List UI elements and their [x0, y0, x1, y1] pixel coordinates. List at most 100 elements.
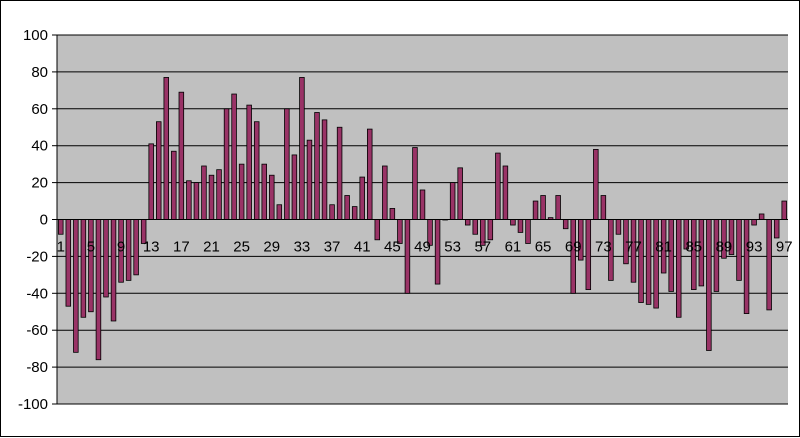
bar — [223, 108, 230, 220]
x-tick-label: 65 — [535, 239, 552, 256]
x-tick-label: 21 — [203, 239, 220, 256]
bar — [555, 195, 561, 220]
bar — [675, 219, 682, 318]
bar — [653, 219, 659, 309]
x-tick-label: 33 — [294, 239, 311, 256]
bar — [253, 121, 260, 220]
y-tick-label: 60 — [31, 101, 48, 118]
bar — [585, 219, 592, 291]
bar — [88, 219, 94, 313]
bar — [269, 174, 275, 220]
x-tick-label: 45 — [384, 239, 401, 256]
x-tick-label: 93 — [746, 239, 763, 256]
bar — [600, 195, 607, 220]
x-tick-label: 41 — [354, 239, 371, 256]
bar — [758, 213, 765, 220]
bar — [261, 163, 267, 220]
bar — [517, 219, 524, 233]
bar — [593, 148, 599, 220]
bar — [495, 152, 501, 220]
bar — [525, 219, 531, 244]
bar — [125, 219, 132, 281]
bar — [374, 219, 381, 241]
y-tick-label: -20 — [26, 248, 48, 265]
x-tick-label: 37 — [324, 239, 341, 256]
x-tick-label: 5 — [87, 239, 95, 256]
bar — [95, 219, 102, 361]
x-tick-label: 17 — [173, 239, 190, 256]
y-tick-label: -40 — [26, 285, 48, 302]
y-tick-label: -60 — [26, 322, 48, 339]
x-tick-label: 81 — [655, 239, 672, 256]
x-tick-label: 61 — [505, 239, 522, 256]
bar — [464, 219, 471, 226]
bar — [163, 77, 170, 220]
x-tick-label: 1 — [57, 239, 65, 256]
bar — [532, 200, 539, 220]
y-tick-label: 80 — [31, 64, 48, 81]
bar — [73, 219, 79, 353]
bar — [110, 219, 117, 322]
bar — [284, 108, 290, 220]
x-tick-label: 25 — [233, 239, 250, 256]
x-tick-label: 9 — [117, 239, 125, 256]
bar — [344, 195, 350, 220]
x-tick-label: 97 — [776, 239, 793, 256]
bar — [751, 219, 757, 226]
bar — [306, 139, 313, 220]
y-tick-label: -100 — [18, 396, 48, 413]
bar — [238, 163, 245, 220]
x-tick-label: 89 — [716, 239, 733, 256]
bar — [367, 128, 373, 220]
bar — [638, 219, 644, 303]
bar — [645, 219, 652, 305]
bar — [419, 189, 426, 220]
bar — [359, 176, 365, 220]
bar — [186, 180, 192, 220]
x-tick-label: 49 — [414, 239, 431, 256]
bar — [329, 204, 335, 220]
x-tick-label: 57 — [474, 239, 491, 256]
y-tick-label: 100 — [23, 27, 48, 44]
bar — [276, 204, 283, 220]
bar — [193, 182, 200, 220]
bar — [178, 91, 185, 220]
y-tick-label: 0 — [40, 212, 48, 229]
bar — [736, 219, 742, 281]
bar — [216, 169, 222, 220]
bar — [208, 174, 215, 220]
bar — [291, 154, 298, 220]
bar — [133, 219, 139, 276]
bar — [773, 219, 780, 239]
y-tick-label: 20 — [31, 175, 48, 192]
y-tick-label: 40 — [31, 138, 48, 155]
bar — [615, 219, 622, 235]
bar — [246, 104, 252, 220]
bar — [570, 219, 576, 294]
bar — [434, 219, 441, 285]
x-tick-label: 13 — [143, 239, 160, 256]
bar — [449, 182, 456, 220]
bar — [502, 165, 509, 220]
bar — [510, 219, 516, 226]
bar — [743, 219, 750, 314]
bar — [382, 165, 388, 220]
bar — [103, 219, 109, 298]
bar — [58, 219, 64, 235]
bar — [148, 143, 154, 220]
bar — [540, 195, 546, 220]
bar — [487, 219, 494, 241]
bar — [231, 93, 237, 220]
bar — [389, 208, 396, 220]
bar — [171, 150, 177, 220]
bar — [156, 121, 162, 220]
bar — [781, 200, 787, 220]
x-tick-label: 53 — [444, 239, 461, 256]
bar — [404, 219, 411, 294]
x-tick-label: 73 — [595, 239, 612, 256]
x-tick-label: 69 — [565, 239, 582, 256]
bar — [706, 219, 712, 351]
bar — [299, 77, 305, 220]
